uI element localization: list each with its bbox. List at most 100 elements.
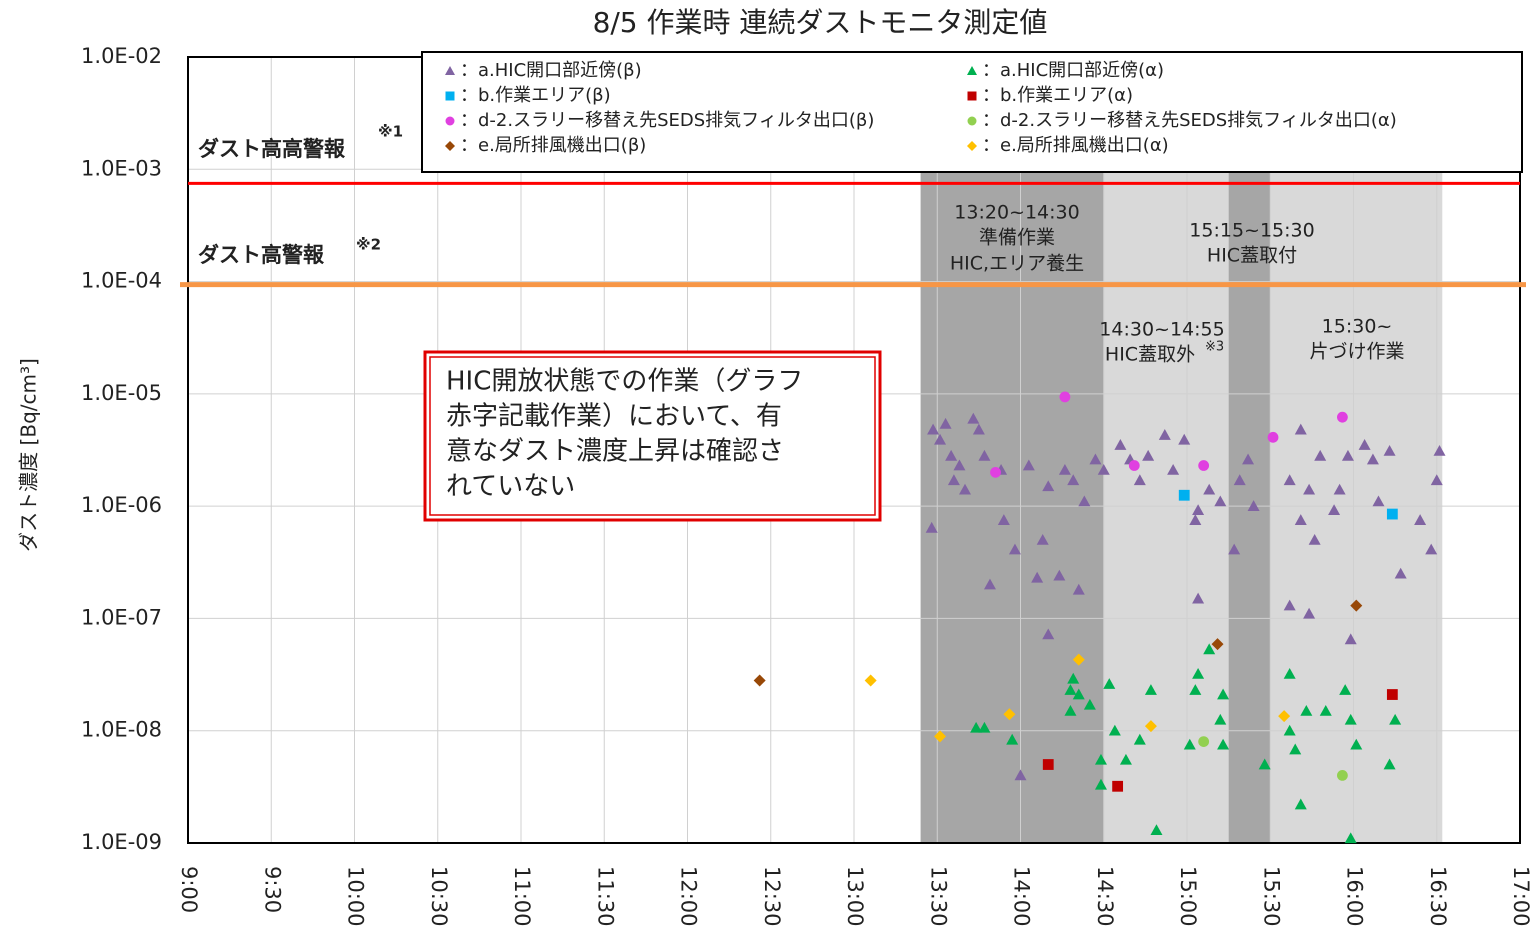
legend-label: ：b.作業エリア(β) xyxy=(460,85,611,106)
annotation: 14:30~14:55 xyxy=(1099,319,1224,341)
triangle-marker xyxy=(1303,607,1316,619)
triangle-marker xyxy=(1283,599,1296,611)
triangle-marker xyxy=(1042,480,1055,492)
triangle-marker xyxy=(1119,753,1132,765)
triangle-marker xyxy=(1303,483,1316,495)
annotation: HIC蓋取外 xyxy=(1105,344,1195,366)
triangle-marker xyxy=(1036,533,1049,545)
triangle-marker xyxy=(1217,738,1230,750)
triangle-marker xyxy=(1103,678,1116,689)
triangle-marker xyxy=(1089,453,1102,465)
annotation: ※3 xyxy=(1205,340,1224,355)
square-marker xyxy=(1042,759,1054,770)
x-tick-label: 15:00 xyxy=(1176,866,1200,927)
triangle-marker xyxy=(1300,704,1313,716)
y-tick-label: 1.0E-08 xyxy=(81,718,162,742)
x-tick-label: 15:30 xyxy=(1259,866,1283,927)
triangle-marker xyxy=(983,578,996,590)
triangle-marker xyxy=(1217,688,1230,700)
x-tick-label: 12:30 xyxy=(760,866,784,927)
triangle-marker xyxy=(1214,713,1227,725)
triangle-marker xyxy=(1192,667,1205,679)
diamond-marker xyxy=(1003,708,1016,721)
triangle-marker xyxy=(1178,433,1191,445)
triangle-marker xyxy=(1283,474,1296,486)
triangle-marker xyxy=(1333,483,1346,495)
legend-marker xyxy=(967,91,977,101)
x-tick-label: 11:30 xyxy=(593,866,617,927)
triangle-marker xyxy=(1167,463,1180,475)
triangle-marker xyxy=(1283,724,1296,736)
x-tick-label: 11:00 xyxy=(510,866,534,927)
diamond-marker xyxy=(1278,710,1291,723)
triangle-marker xyxy=(1078,495,1091,507)
triangle-marker xyxy=(1294,514,1307,525)
square-marker xyxy=(1112,780,1124,792)
triangle-marker xyxy=(1142,449,1155,461)
time-region xyxy=(1270,57,1443,843)
triangle-marker xyxy=(959,483,971,495)
annotation: 15:15~15:30 xyxy=(1189,220,1314,242)
alarm-label: ダスト高高警報 xyxy=(198,137,346,161)
triangle-marker xyxy=(1366,453,1379,465)
y-tick-label: 1.0E-05 xyxy=(81,381,162,405)
triangle-marker xyxy=(1072,583,1085,595)
triangle-marker xyxy=(1433,444,1446,456)
triangle-marker xyxy=(978,449,991,461)
triangle-marker xyxy=(1067,474,1080,486)
annotation: HIC,エリア養生 xyxy=(950,253,1084,275)
x-tick-label: 9:00 xyxy=(177,866,201,913)
alarm-label: ダスト高警報 xyxy=(198,243,325,267)
triangle-marker xyxy=(1072,688,1085,700)
triangle-marker xyxy=(1294,423,1307,435)
triangle-marker xyxy=(997,514,1010,525)
x-tick-label: 10:30 xyxy=(427,866,451,927)
triangle-marker xyxy=(927,423,940,435)
diamond-marker xyxy=(1072,653,1085,666)
circle-marker xyxy=(1059,391,1071,403)
triangle-marker xyxy=(1389,713,1402,725)
x-tick-label: 9:30 xyxy=(260,866,284,913)
triangle-marker xyxy=(1344,832,1357,844)
annotation: 準備作業 xyxy=(979,227,1055,249)
triangle-marker xyxy=(1344,633,1357,645)
triangle-marker xyxy=(1341,449,1354,461)
legend-label: ：d-2.スラリー移替え先SEDS排気フィルタ出口(α) xyxy=(982,110,1397,131)
legend-marker xyxy=(967,116,977,126)
legend-label: ：e.局所排風機出口(β) xyxy=(460,135,646,156)
square-marker xyxy=(1386,508,1398,520)
triangle-marker xyxy=(1319,704,1332,716)
triangle-marker xyxy=(1014,769,1027,781)
triangle-marker xyxy=(1214,495,1227,507)
triangle-marker xyxy=(1158,429,1171,440)
triangle-marker xyxy=(1294,798,1307,810)
y-tick-label: 1.0E-09 xyxy=(81,830,162,854)
chart-title: 8/5 作業時 連続ダストモニタ測定値 xyxy=(593,6,1048,39)
legend-marker xyxy=(967,141,977,151)
triangle-marker xyxy=(1053,569,1066,581)
triangle-marker xyxy=(1233,474,1246,486)
legend-label: ：a.HIC開口部近傍(α) xyxy=(982,60,1164,81)
annotation: 15:30~ xyxy=(1322,316,1393,338)
diamond-marker xyxy=(1350,599,1363,612)
triangle-marker xyxy=(1308,533,1321,545)
triangle-marker xyxy=(1058,463,1071,475)
legend-label: ：d-2.スラリー移替え先SEDS排気フィルタ出口(β) xyxy=(460,110,874,131)
annotation: 片づけ作業 xyxy=(1309,341,1404,363)
triangle-marker xyxy=(1258,758,1271,770)
time-region xyxy=(920,57,1104,843)
triangle-marker xyxy=(1228,543,1241,555)
triangle-marker xyxy=(953,459,966,471)
triangle-marker xyxy=(947,474,960,486)
triangle-marker xyxy=(1083,698,1096,710)
legend-marker xyxy=(445,66,455,75)
callout-text: 赤字記載作業）において、有 xyxy=(446,402,782,432)
callout-inner xyxy=(429,356,876,516)
triangle-marker xyxy=(1289,743,1302,755)
triangle-marker xyxy=(1006,733,1019,745)
callout-box xyxy=(423,350,882,522)
x-tick-label: 17:00 xyxy=(1509,866,1533,927)
x-tick-label: 16:30 xyxy=(1426,866,1450,927)
time-region xyxy=(1228,57,1271,843)
